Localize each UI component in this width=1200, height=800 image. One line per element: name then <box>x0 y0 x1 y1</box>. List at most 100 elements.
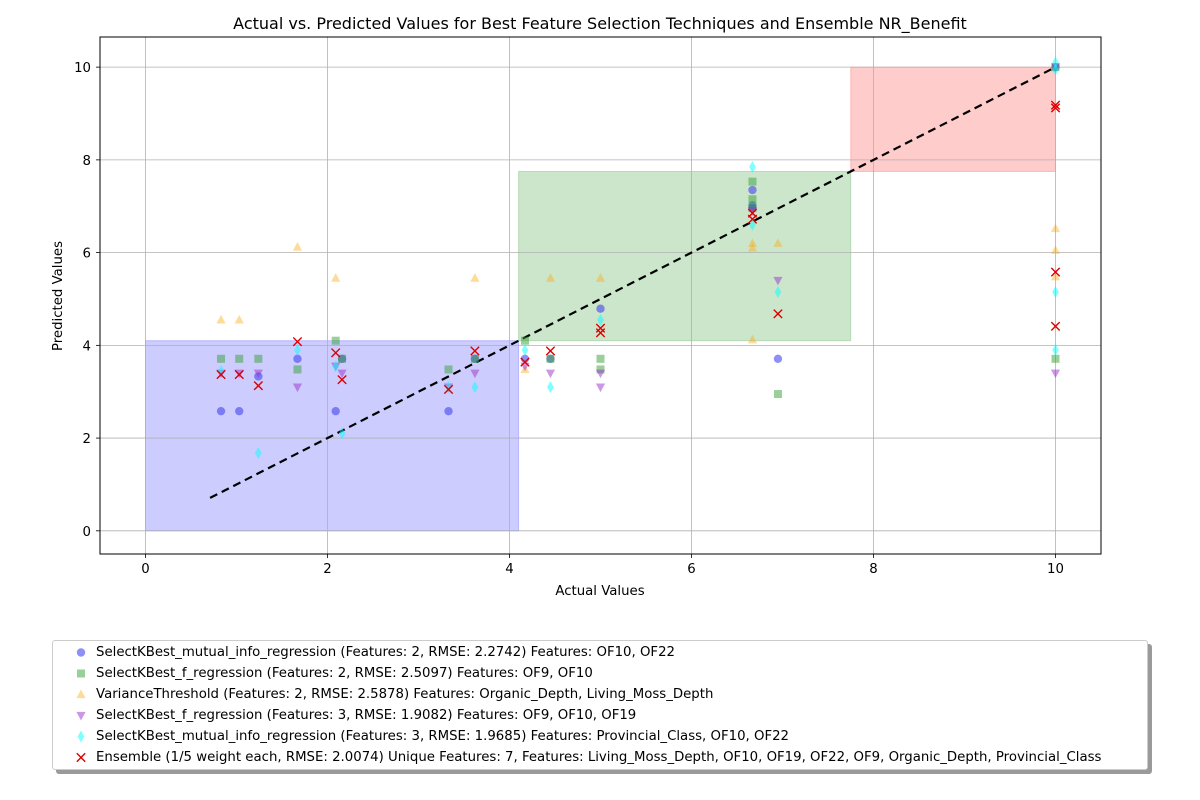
legend-marker-shape <box>77 669 85 678</box>
legend-marker-icon <box>63 642 93 663</box>
legend-item: Ensemble (1/5 weight each, RMSE: 2.0074)… <box>53 747 1101 768</box>
series-5 <box>216 100 1061 395</box>
data-point <box>293 354 302 363</box>
data-point <box>470 369 480 379</box>
data-point <box>1050 267 1061 277</box>
legend-label: SelectKBest_f_regression (Features: 2, R… <box>96 666 593 681</box>
legend-label: SelectKBest_f_regression (Features: 3, R… <box>96 708 637 723</box>
y-axis-label: Predicted Values <box>51 241 66 351</box>
data-point <box>520 336 529 345</box>
data-point <box>331 336 340 345</box>
legend-marker-icon <box>63 747 93 768</box>
x-tick-label: 0 <box>141 562 149 577</box>
series-2 <box>216 223 1061 374</box>
data-point <box>1050 245 1061 254</box>
data-point <box>216 369 226 380</box>
data-point <box>470 346 480 356</box>
data-points <box>216 56 1061 459</box>
data-point <box>1052 343 1059 356</box>
data-point <box>773 276 783 286</box>
data-point <box>774 286 782 299</box>
data-point <box>234 314 244 324</box>
legend-marker-icon <box>63 726 93 747</box>
data-point <box>1050 369 1061 379</box>
data-point <box>520 357 530 367</box>
data-point <box>253 369 263 379</box>
data-point <box>596 304 605 313</box>
data-point <box>292 242 303 251</box>
data-point <box>331 273 341 282</box>
series-4 <box>217 56 1059 459</box>
identity-line <box>209 66 1056 499</box>
data-point <box>546 354 555 363</box>
data-point <box>595 273 606 282</box>
data-point <box>292 336 303 347</box>
y-tick-label: 10 <box>74 61 91 76</box>
legend-label: SelectKBest_mutual_info_regression (Feat… <box>96 645 676 660</box>
data-point <box>443 384 454 395</box>
data-point <box>470 273 480 282</box>
x-tick-label: 8 <box>869 562 877 577</box>
data-point <box>773 309 783 319</box>
data-point <box>595 383 606 393</box>
data-point <box>747 214 758 224</box>
legend-label: Ensemble (1/5 weight each, RMSE: 2.0074)… <box>96 750 1102 765</box>
y-tick-label: 8 <box>83 154 91 169</box>
data-point <box>294 343 301 356</box>
data-point <box>292 383 303 393</box>
data-point <box>1050 321 1061 332</box>
data-point <box>444 365 453 374</box>
data-point <box>748 195 757 204</box>
data-point <box>596 365 605 374</box>
data-point <box>471 381 479 394</box>
data-point <box>747 242 758 252</box>
data-point <box>216 314 226 324</box>
legend-marker-icon <box>63 663 93 684</box>
data-point <box>773 238 783 247</box>
data-point <box>1050 223 1061 233</box>
data-point <box>773 390 782 399</box>
data-point <box>747 207 758 216</box>
plot-frame <box>99 36 1102 555</box>
data-point <box>1052 56 1059 69</box>
data-point <box>747 238 758 247</box>
data-point <box>545 273 556 282</box>
data-point <box>338 354 347 363</box>
chart-title: Actual vs. Predicted Values for Best Fea… <box>233 14 967 34</box>
data-point <box>253 380 264 391</box>
y-tick-label: 2 <box>83 432 91 447</box>
legend-marker-shape <box>76 648 86 657</box>
data-point <box>545 369 556 379</box>
legend-item: SelectKBest_mutual_info_regression (Feat… <box>53 642 675 663</box>
data-point <box>255 446 262 459</box>
legend-marker-shape <box>76 689 86 699</box>
data-point <box>216 406 226 416</box>
data-point <box>217 354 226 363</box>
data-point <box>1052 286 1059 299</box>
x-tick-label: 6 <box>687 562 695 577</box>
data-point <box>1050 103 1061 113</box>
data-point <box>545 346 556 356</box>
data-point <box>332 360 339 373</box>
data-point <box>597 313 604 326</box>
data-point <box>748 177 757 186</box>
data-point <box>470 354 479 363</box>
legend-item: SelectKBest_mutual_info_regression (Feat… <box>53 726 789 747</box>
scatter-chart: Actual vs. Predicted Values for Best Fea… <box>51 14 1102 599</box>
data-point <box>293 365 302 374</box>
x-axis-ticks: 0 2 4 6 8 10 <box>141 554 1064 577</box>
data-point <box>595 369 606 379</box>
legend-marker-shape <box>76 711 86 721</box>
legend-item: SelectKBest_f_regression (Features: 3, R… <box>53 705 636 726</box>
legend-marker-shape <box>76 752 86 763</box>
legend-label: VarianceThreshold (Features: 2, RMSE: 2.… <box>96 687 714 702</box>
data-point <box>444 406 453 416</box>
data-point <box>330 348 341 358</box>
y-tick-label: 0 <box>83 525 91 540</box>
x-tick-label: 4 <box>505 562 513 577</box>
data-point <box>338 427 346 440</box>
chart-legend: SelectKBest_mutual_info_regression (Feat… <box>52 640 1148 770</box>
data-point <box>596 354 605 363</box>
data-point <box>235 354 244 363</box>
data-point <box>521 343 529 356</box>
